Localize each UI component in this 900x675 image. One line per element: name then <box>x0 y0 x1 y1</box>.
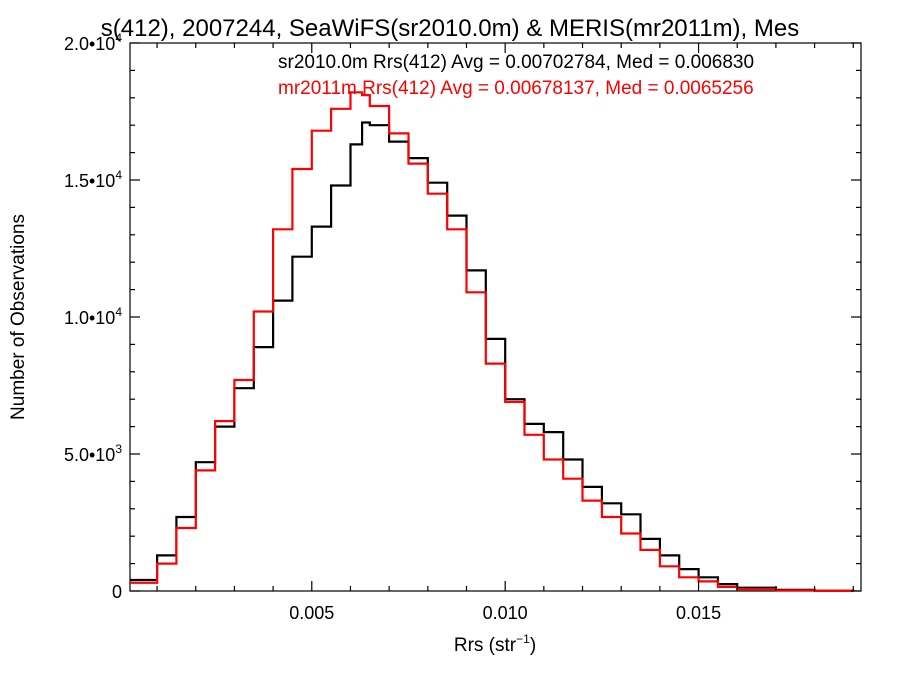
legend-entry-sr2010: sr2010.0m Rrs(412) Avg = 0.00702784, Med… <box>278 52 754 73</box>
y-tick-label: 2.0•104 <box>64 31 122 54</box>
y-tick-label: 1.0•104 <box>64 305 122 328</box>
y-axis-label: Number of Observations <box>8 214 29 420</box>
y-tick-label: 5.0•103 <box>64 442 122 465</box>
ticks-layer: 0.005 0.010 0.015 0 5.0•103 1.0•104 1.5•104 2.0… <box>64 31 861 623</box>
legend: sr2010.0m Rrs(412) Avg = 0.00702784, Med… <box>278 52 754 99</box>
plot-area <box>129 42 862 592</box>
legend-entry-mr2011: mr2011m Rrs(412) Avg = 0.00678137, Med =… <box>278 78 754 99</box>
y-tick-label: 1.5•104 <box>64 168 122 191</box>
series-layer <box>130 91 855 592</box>
x-tick-label: 0.010 <box>483 603 528 623</box>
series-line-1 <box>130 91 855 592</box>
x-tick-label: 0.005 <box>289 603 334 623</box>
x-tick-label: 0.015 <box>676 603 721 623</box>
plot-frame <box>129 42 862 592</box>
x-axis-label: Rrs (str−1) <box>454 632 536 656</box>
chart-title: s(412), 2007244, SeaWiFS(sr2010.0m) & ME… <box>101 15 799 42</box>
series-line-0 <box>130 121 855 592</box>
y-tick-label: 0 <box>112 582 122 602</box>
